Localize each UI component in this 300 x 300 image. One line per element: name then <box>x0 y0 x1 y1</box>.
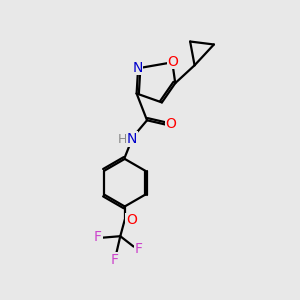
Text: O: O <box>167 55 178 69</box>
Text: N: N <box>127 132 137 146</box>
Text: F: F <box>110 253 118 267</box>
Text: O: O <box>165 117 176 131</box>
Text: O: O <box>126 213 137 227</box>
Text: N: N <box>132 61 143 75</box>
Text: H: H <box>118 133 127 146</box>
Text: F: F <box>135 242 143 256</box>
Text: F: F <box>94 230 102 244</box>
